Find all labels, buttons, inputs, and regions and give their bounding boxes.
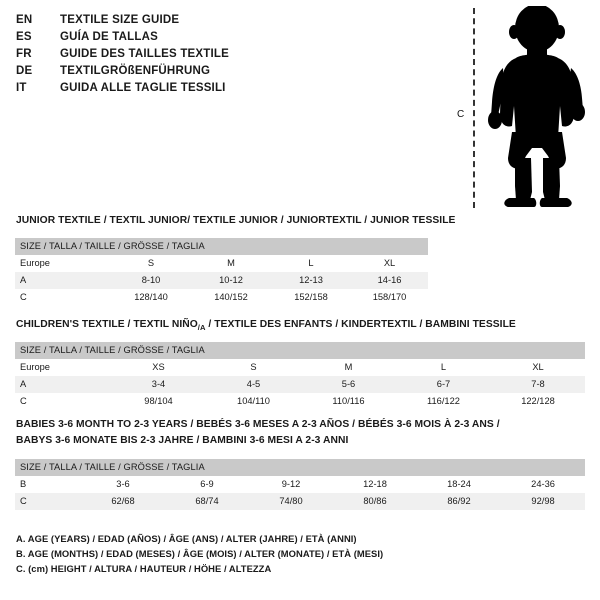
language-title-it: GUIDA ALLE TAGLIE TESSILI <box>60 82 226 94</box>
children-table-row-a: A 3-4 4-5 5-6 6-7 7-8 <box>15 376 585 393</box>
babies-c-col5: 86/92 <box>417 493 501 510</box>
junior-table-row-europe: Europe S M L XL <box>15 255 429 272</box>
language-title-en: TEXTILE SIZE GUIDE <box>60 14 180 26</box>
toddler-silhouette-icon <box>488 6 585 207</box>
section-title-children-part3: / TEXTILE DES ENFANTS / KINDERTEXTIL / B… <box>205 319 516 330</box>
babies-c-col4: 80/86 <box>333 493 417 510</box>
section-title-children-part1: CHILDREN'S TEXTILE / TEXTIL NIÑO <box>16 319 198 330</box>
children-table-header-label: SIZE / TALLA / TAILLE / GRÖSSE / TAGLIA <box>15 342 585 359</box>
babies-row-label-b: B <box>15 476 81 493</box>
language-code-fr: FR <box>16 48 32 60</box>
children-table-header-row: SIZE / TALLA / TAILLE / GRÖSSE / TAGLIA <box>15 342 585 359</box>
children-c-xl: 122/128 <box>491 393 585 410</box>
babies-table-header-row: SIZE / TALLA / TAILLE / GRÖSSE / TAGLIA <box>15 459 586 476</box>
junior-table-header-label: SIZE / TALLA / TAILLE / GRÖSSE / TAGLIA <box>15 238 429 255</box>
legend-line-a: A. AGE (YEARS) / EDAD (AÑOS) / ÂGE (ANS)… <box>16 533 357 544</box>
legend-line-c: C. (cm) HEIGHT / ALTURA / HAUTEUR / HÖHE… <box>16 563 272 574</box>
junior-c-m: 140/152 <box>191 289 271 306</box>
language-title-es: GUÍA DE TALLAS <box>60 31 158 43</box>
babies-c-col6: 92/98 <box>501 493 586 510</box>
children-c-s: 104/110 <box>206 393 301 410</box>
children-c-l: 116/122 <box>396 393 491 410</box>
measurement-legend: A. AGE (YEARS) / EDAD (AÑOS) / ÂGE (ANS)… <box>16 531 383 576</box>
junior-europe-l: L <box>271 255 351 272</box>
junior-a-m: 10-12 <box>191 272 271 289</box>
section-title-children: CHILDREN'S TEXTILE / TEXTIL NIÑO/A / TEX… <box>16 318 516 335</box>
language-title-fr: GUIDE DES TAILLES TEXTILE <box>60 48 229 60</box>
height-measure-dashed-line <box>473 8 475 208</box>
language-code-it: IT <box>16 82 27 94</box>
babies-b-col2: 6-9 <box>165 476 249 493</box>
junior-a-l: 12-13 <box>271 272 351 289</box>
children-a-m: 5-6 <box>301 376 396 393</box>
children-c-xs: 98/104 <box>111 393 206 410</box>
junior-a-s: 8-10 <box>111 272 191 289</box>
height-measure-label: C <box>457 109 465 120</box>
babies-table-row-c: C 62/68 68/74 74/80 80/86 86/92 92/98 <box>15 493 586 510</box>
junior-europe-m: M <box>191 255 271 272</box>
junior-c-xl: 158/170 <box>351 289 429 306</box>
section-title-junior: JUNIOR TEXTILE / TEXTIL JUNIOR/ TEXTILE … <box>16 215 456 226</box>
children-table-row-europe: Europe XS S M L XL <box>15 359 585 376</box>
section-title-children-subscript: /A <box>197 323 206 333</box>
children-europe-xs: XS <box>111 359 206 376</box>
junior-table-header-row: SIZE / TALLA / TAILLE / GRÖSSE / TAGLIA <box>15 238 429 255</box>
children-row-label-europe: Europe <box>15 359 111 376</box>
babies-table-header-label: SIZE / TALLA / TAILLE / GRÖSSE / TAGLIA <box>15 459 586 476</box>
babies-size-table: SIZE / TALLA / TAILLE / GRÖSSE / TAGLIA … <box>15 459 586 510</box>
babies-c-col3: 74/80 <box>249 493 333 510</box>
language-row-es: ES GUÍA DE TALLAS <box>16 31 436 48</box>
children-europe-s: S <box>206 359 301 376</box>
language-code-de: DE <box>16 65 33 77</box>
babies-b-col4: 12-18 <box>333 476 417 493</box>
children-europe-m: M <box>301 359 396 376</box>
children-a-xl: 7-8 <box>491 376 585 393</box>
babies-c-col2: 68/74 <box>165 493 249 510</box>
babies-b-col3: 9-12 <box>249 476 333 493</box>
junior-europe-xl: XL <box>351 255 429 272</box>
height-measurement-figure: C <box>440 6 595 211</box>
junior-table-row-a: A 8-10 10-12 12-13 14-16 <box>15 272 429 289</box>
junior-c-s: 128/140 <box>111 289 191 306</box>
junior-c-l: 152/158 <box>271 289 351 306</box>
section-title-babies-line1: BABIES 3-6 MONTH TO 2-3 YEARS / BEBÉS 3-… <box>16 419 500 430</box>
children-a-xs: 3-4 <box>111 376 206 393</box>
language-header-block: EN TEXTILE SIZE GUIDE ES GUÍA DE TALLAS … <box>16 14 436 99</box>
children-row-label-c: C <box>15 393 111 410</box>
babies-b-col1: 3-6 <box>81 476 165 493</box>
children-table-row-c: C 98/104 104/110 110/116 116/122 122/128 <box>15 393 585 410</box>
junior-size-table: SIZE / TALLA / TAILLE / GRÖSSE / TAGLIA … <box>15 238 429 306</box>
children-europe-xl: XL <box>491 359 585 376</box>
children-europe-l: L <box>396 359 491 376</box>
babies-b-col6: 24-36 <box>501 476 586 493</box>
children-size-table: SIZE / TALLA / TAILLE / GRÖSSE / TAGLIA … <box>15 342 585 410</box>
language-row-en: EN TEXTILE SIZE GUIDE <box>16 14 436 31</box>
language-title-de: TEXTILGRÖßENFÜHRUNG <box>60 65 211 77</box>
language-code-en: EN <box>16 14 33 26</box>
babies-table-row-b: B 3-6 6-9 9-12 12-18 18-24 24-36 <box>15 476 586 493</box>
children-a-l: 6-7 <box>396 376 491 393</box>
junior-row-label-europe: Europe <box>15 255 111 272</box>
section-title-babies-line2: BABYS 3-6 MONATE BIS 2-3 JAHRE / BAMBINI… <box>16 435 349 446</box>
junior-row-label-a: A <box>15 272 111 289</box>
junior-row-label-c: C <box>15 289 111 306</box>
junior-a-xl: 14-16 <box>351 272 429 289</box>
children-c-m: 110/116 <box>301 393 396 410</box>
children-row-label-a: A <box>15 376 111 393</box>
babies-c-col1: 62/68 <box>81 493 165 510</box>
language-row-de: DE TEXTILGRÖßENFÜHRUNG <box>16 65 436 82</box>
babies-b-col5: 18-24 <box>417 476 501 493</box>
children-a-s: 4-5 <box>206 376 301 393</box>
language-row-it: IT GUIDA ALLE TAGLIE TESSILI <box>16 82 436 99</box>
junior-table-row-c: C 128/140 140/152 152/158 158/170 <box>15 289 429 306</box>
junior-europe-s: S <box>111 255 191 272</box>
language-code-es: ES <box>16 31 32 43</box>
legend-line-b: B. AGE (MONTHS) / EDAD (MESES) / ÂGE (MO… <box>16 548 384 559</box>
language-row-fr: FR GUIDE DES TAILLES TEXTILE <box>16 48 436 65</box>
babies-row-label-c: C <box>15 493 81 510</box>
